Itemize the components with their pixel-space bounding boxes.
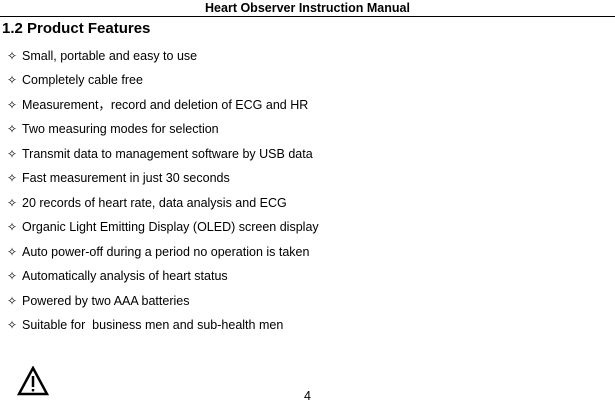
page-number: 4 xyxy=(304,389,311,403)
feature-text: Completely cable free xyxy=(22,73,143,88)
feature-list-item: ✧ Transmit data to management software by… xyxy=(7,146,313,162)
feature-list-item: ✧ Auto power-off during a period no opera… xyxy=(7,244,309,260)
feature-text: Transmit data to management software by … xyxy=(22,146,313,161)
feature-text: Measurement，record and deletion of ECG a… xyxy=(22,97,309,112)
feature-text: Small, portable and easy to use xyxy=(22,49,198,63)
feature-text: Powered by two AAA batteries xyxy=(22,293,190,308)
star-bullet-icon: ✧ xyxy=(7,195,18,210)
feature-list-item: ✧ Automatically analysis of heart status xyxy=(7,268,228,284)
star-bullet-icon: ✧ xyxy=(7,220,18,235)
star-bullet-icon: ✧ xyxy=(7,97,18,112)
warning-triangle-icon xyxy=(17,366,49,396)
feature-text: Auto power-off during a period no operat… xyxy=(22,244,310,259)
feature-list-item: ✧ Two measuring modes for selection xyxy=(7,121,219,137)
header-rule xyxy=(0,16,615,17)
star-bullet-icon: ✧ xyxy=(7,269,18,284)
feature-text: Fast measurement in just 30 seconds xyxy=(22,171,230,186)
star-bullet-icon: ✧ xyxy=(7,244,18,259)
feature-text: 20 records of heart rate, data analysis … xyxy=(22,195,287,210)
star-bullet-icon: ✧ xyxy=(7,73,18,88)
section-heading: 1.2 Product Features xyxy=(2,20,151,37)
star-bullet-icon: ✧ xyxy=(7,49,18,63)
star-bullet-icon: ✧ xyxy=(7,122,18,137)
feature-list-item: ✧ Fast measurement in just 30 seconds xyxy=(7,170,230,186)
feature-list-item: ✧ Completely cable free xyxy=(7,72,143,88)
feature-text: Two measuring modes for selection xyxy=(22,122,219,137)
star-bullet-icon: ✧ xyxy=(7,317,18,332)
feature-list-item: ✧ Powered by two AAA batteries xyxy=(7,293,189,309)
feature-text: Organic Light Emitting Display (OLED) sc… xyxy=(22,220,319,235)
feature-text: Automatically analysis of heart status xyxy=(22,269,228,284)
star-bullet-icon: ✧ xyxy=(7,146,18,161)
feature-list-item: ✧ 20 records of heart rate, data analysis… xyxy=(7,195,287,211)
star-bullet-icon: ✧ xyxy=(7,293,18,308)
document-header-title: Heart Observer Instruction Manual xyxy=(205,1,410,15)
feature-list-item: ✧ Organic Light Emitting Display (OLED) s… xyxy=(7,219,319,235)
feature-text: Suitable for business men and sub-health… xyxy=(22,317,284,332)
feature-list-item: ✧ Suitable for business men and sub-healt… xyxy=(7,317,283,333)
star-bullet-icon: ✧ xyxy=(7,171,18,186)
feature-list-item: ✧ Measurement，record and deletion of ECG … xyxy=(7,97,308,113)
feature-list-item: ✧ Small, portable and easy to use xyxy=(7,48,197,64)
